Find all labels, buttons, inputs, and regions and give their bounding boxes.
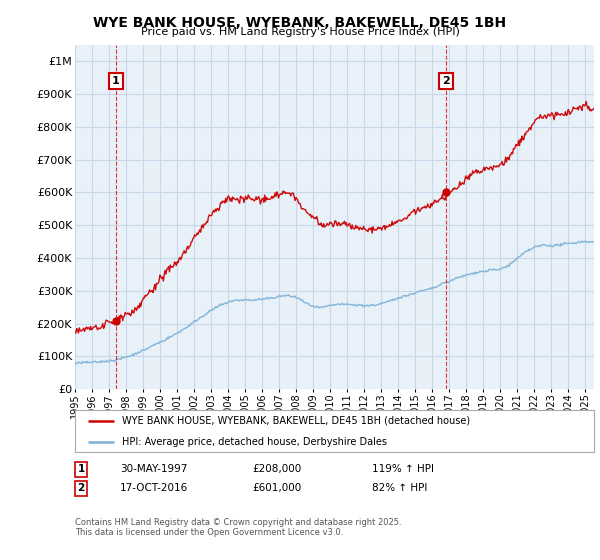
Text: WYE BANK HOUSE, WYEBANK, BAKEWELL, DE45 1BH (detached house): WYE BANK HOUSE, WYEBANK, BAKEWELL, DE45 … — [122, 416, 470, 426]
Text: 82% ↑ HPI: 82% ↑ HPI — [372, 483, 427, 493]
Text: 17-OCT-2016: 17-OCT-2016 — [120, 483, 188, 493]
Text: Contains HM Land Registry data © Crown copyright and database right 2025.
This d: Contains HM Land Registry data © Crown c… — [75, 518, 401, 538]
Text: 1: 1 — [77, 464, 85, 474]
Text: 2: 2 — [442, 76, 449, 86]
Text: £601,000: £601,000 — [252, 483, 301, 493]
Text: WYE BANK HOUSE, WYEBANK, BAKEWELL, DE45 1BH: WYE BANK HOUSE, WYEBANK, BAKEWELL, DE45 … — [94, 16, 506, 30]
Text: HPI: Average price, detached house, Derbyshire Dales: HPI: Average price, detached house, Derb… — [122, 437, 387, 447]
Text: 30-MAY-1997: 30-MAY-1997 — [120, 464, 187, 474]
Text: 119% ↑ HPI: 119% ↑ HPI — [372, 464, 434, 474]
Text: 1: 1 — [112, 76, 120, 86]
Text: 2: 2 — [77, 483, 85, 493]
Text: Price paid vs. HM Land Registry's House Price Index (HPI): Price paid vs. HM Land Registry's House … — [140, 27, 460, 37]
Text: £208,000: £208,000 — [252, 464, 301, 474]
